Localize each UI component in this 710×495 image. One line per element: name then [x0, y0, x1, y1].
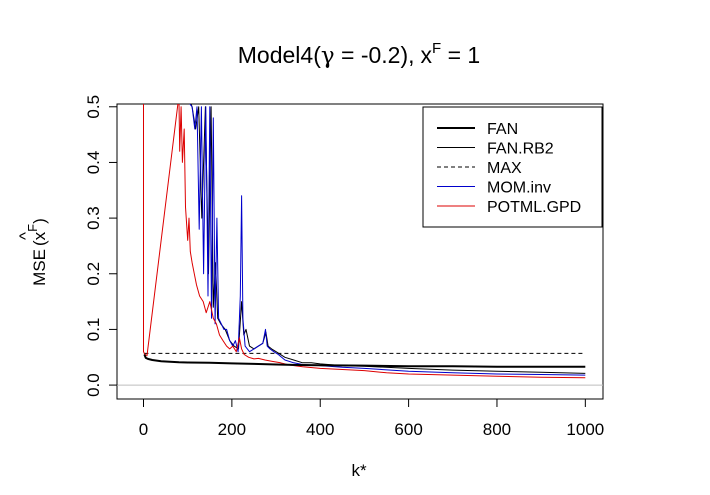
ylabel-hat: ^ [16, 232, 35, 240]
legend-label-max: MAX [487, 160, 522, 177]
ylabel-close: ) [30, 218, 49, 224]
legend-label-mom-inv: MOM.inv [487, 180, 551, 197]
x-tick-label: 1000 [566, 420, 604, 439]
ylabel-prefix: MSE [30, 249, 49, 286]
x-tick-label: 800 [483, 420, 511, 439]
y-tick-label: 0.1 [84, 318, 103, 342]
svg-text:MSE(xF): MSE (xF) [25, 218, 49, 286]
x-axis: 0 200 400 600 800 1000 [139, 398, 604, 439]
x-tick-label: 0 [139, 420, 148, 439]
y-tick-label: 0.5 [84, 95, 103, 119]
x-tick-label: 200 [218, 420, 246, 439]
x-tick-label: 600 [394, 420, 422, 439]
y-tick-label: 0.0 [84, 373, 103, 397]
ylabel-base: x [30, 231, 49, 240]
chart-title: Model4(γ = -0.2), xF = 1 [238, 40, 480, 69]
title-x-base: x [421, 42, 433, 68]
y-tick-label: 0.2 [84, 262, 103, 286]
x-axis-label: k* [351, 461, 367, 480]
title-gamma-value: = -0.2 [335, 42, 401, 68]
y-axis-label: MSE (xF) ^ [16, 218, 49, 286]
series-layer [143, 104, 586, 379]
x-tick-label: 400 [306, 420, 334, 439]
ylabel-superscript: F [25, 224, 40, 232]
series-line-fan [143, 354, 586, 368]
title-gamma-symbol: γ [321, 43, 335, 69]
ylabel-open: ( [30, 240, 49, 246]
title-prefix: Model4( [238, 42, 321, 68]
legend-label-potml-gpd: POTML.GPD [487, 199, 581, 216]
y-axis: 0.0 0.1 0.2 0.3 0.4 0.5 [84, 95, 118, 397]
series-line-potml-gpd [143, 104, 586, 379]
title-x-superscript: F [432, 40, 441, 57]
legend: FAN FAN.RB2 MAX MOM.inv POTML.GPD [422, 106, 603, 228]
legend-label-fan-rb2: FAN.RB2 [487, 141, 554, 158]
legend-label-fan: FAN [487, 121, 518, 138]
y-tick-label: 0.4 [84, 151, 103, 175]
title-x-value: = 1 [441, 42, 480, 68]
y-tick-label: 0.3 [84, 206, 103, 230]
title-close: ), [400, 42, 414, 68]
